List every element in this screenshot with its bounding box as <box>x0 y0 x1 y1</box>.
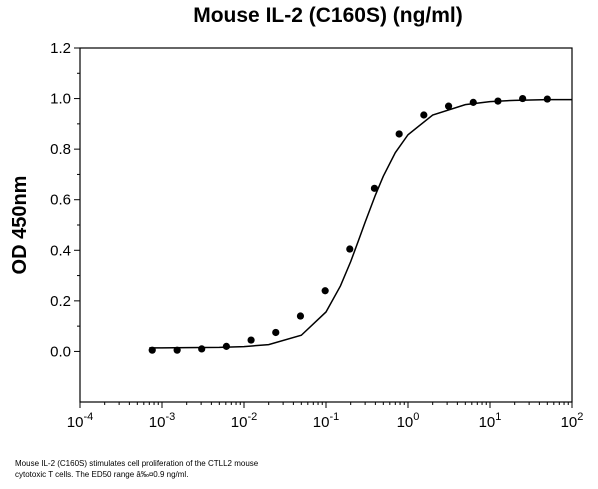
y-axis-label: OD 450nm <box>9 176 31 275</box>
y-tick-label: 0.2 <box>50 293 71 310</box>
data-point <box>346 245 354 253</box>
x-tick-label-base: 10 <box>313 414 330 431</box>
data-point <box>272 328 280 337</box>
data-point <box>321 287 329 295</box>
caption-line-2: cytotoxic T cells. The ED50 range â‰¤0.9… <box>15 470 189 479</box>
x-tick-label-exponent: 2 <box>577 411 583 423</box>
x-tick-label: 10-1 <box>313 411 339 431</box>
y-tick-label: 1.0 <box>50 91 71 108</box>
x-tick-label: 10-2 <box>231 411 257 431</box>
data-points <box>148 94 551 354</box>
x-tick-label-exponent: 1 <box>495 411 501 423</box>
data-point <box>444 102 453 110</box>
x-tick-label: 101 <box>479 411 502 431</box>
figure-caption: Mouse IL-2 (C160S) stimulates cell proli… <box>15 458 375 480</box>
x-tick-label-base: 10 <box>231 414 248 431</box>
data-point <box>222 342 230 350</box>
y-tick-label: 0.8 <box>50 141 71 158</box>
x-tick-label-exponent: 0 <box>413 411 419 423</box>
x-tick-label-base: 10 <box>397 414 414 431</box>
x-tick-label-base: 10 <box>149 414 166 431</box>
data-point <box>148 346 156 354</box>
data-point <box>247 336 255 344</box>
data-point <box>543 95 551 103</box>
caption-line-1: Mouse IL-2 (C160S) stimulates cell proli… <box>15 459 259 468</box>
data-point <box>519 94 527 103</box>
data-point <box>370 184 379 192</box>
x-tick-label: 10-4 <box>67 411 93 431</box>
data-point <box>198 345 206 353</box>
y-tick-label: 0.0 <box>50 343 71 360</box>
x-tick-label-base: 10 <box>561 414 578 431</box>
x-tick-label: 102 <box>561 411 584 431</box>
x-tick-label-exponent: -4 <box>83 411 93 423</box>
y-tick-label: 1.2 <box>50 40 71 57</box>
x-tick-label-exponent: -1 <box>329 411 339 423</box>
y-axis: 0.0 0.2 0.4 0.6 0.8 1.0 1.2 <box>50 40 80 360</box>
x-tick-label-exponent: -3 <box>165 411 175 423</box>
fit-curve <box>149 98 572 349</box>
x-tick-label-base: 10 <box>67 414 84 431</box>
data-point <box>494 97 502 105</box>
data-point <box>469 98 477 106</box>
chart-title: Mouse IL-2 (C160S) (ng/ml) <box>193 4 463 27</box>
x-tick-label: 100 <box>397 411 420 431</box>
data-point <box>420 111 428 119</box>
y-tick-label: 0.6 <box>50 192 71 209</box>
x-axis: 10-4 10-3 10-2 10-1 100 101 102 <box>67 402 584 431</box>
data-point <box>395 130 403 138</box>
y-tick-label: 0.4 <box>50 242 71 259</box>
x-tick-label-base: 10 <box>479 414 496 431</box>
data-point <box>173 346 181 354</box>
x-tick-label-exponent: -2 <box>247 411 257 423</box>
x-tick-label: 10-3 <box>149 411 175 431</box>
data-point <box>296 312 305 320</box>
